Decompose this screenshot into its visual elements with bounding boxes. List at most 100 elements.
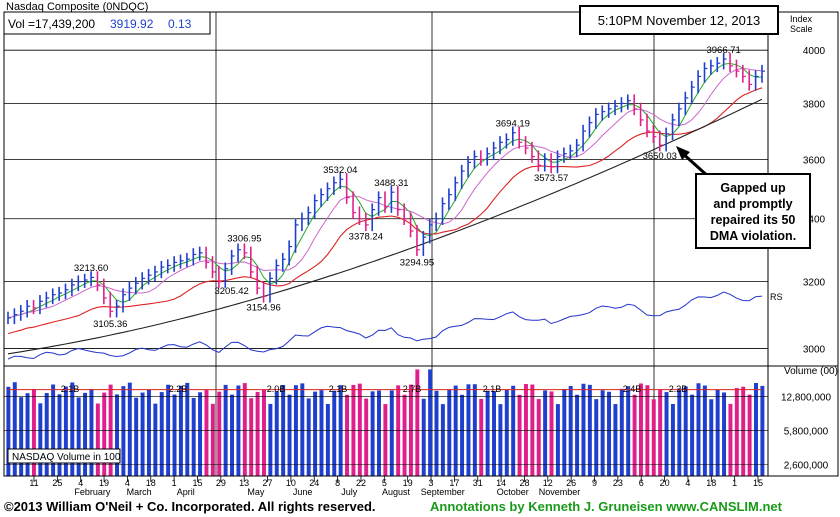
price-bar [633,94,638,116]
price-bar [665,127,670,152]
volume-bar [204,389,209,476]
volume-bar [31,388,36,476]
price-annotation: 3694.19 [496,119,530,130]
volume-bar [255,391,260,476]
price-bar [505,133,510,149]
volume-bar [146,389,151,476]
date-tick-label: 18 [706,478,716,488]
volume-bar [191,397,196,476]
change-readout: 0.13 [168,17,192,31]
price-bar [646,113,650,138]
price-bar [652,124,657,143]
rs-line-group: RS [7,291,783,360]
price-bar [173,256,178,272]
price-annotation: 3650.03 [643,151,677,162]
date-tick-label: 12 [543,478,553,488]
price-bar [524,136,529,155]
price-axis: 3000 3200 3400 3600 3800 4000 [803,46,826,355]
volume-bar [677,388,682,476]
volume-bar [83,392,88,476]
date-tick-label: 26 [566,478,576,488]
volume-bar [159,392,164,476]
volume-bar [95,403,100,476]
volume-bar [594,399,599,476]
price-bar [377,191,382,216]
price-bar [518,126,523,149]
price-bar [690,80,695,105]
price-annotation: 3488.31 [374,178,408,189]
price-bar [396,186,401,216]
price-bar [467,156,472,178]
price-bar [7,311,11,325]
volume-bar [70,382,75,476]
volume-bar [300,383,305,476]
price-bar [39,295,43,315]
volume-bar [760,385,765,476]
price-bar [154,265,158,282]
price-bar [77,275,82,292]
volume-bar [600,390,605,476]
volume-bar [575,394,580,476]
volume-bar [127,382,132,476]
volume-bar [345,394,350,476]
price-bar [671,113,676,141]
volume-bar [325,404,330,476]
rs-label: RS [770,292,783,302]
price-annotation: 3105.36 [93,319,127,330]
price-bar [32,300,37,315]
price-bar [96,271,101,292]
volume-bar [664,392,669,476]
volume-bar [134,397,139,476]
annotation-credit: Annotations by Kenneth J. Gruneisen www.… [430,499,782,514]
price-bar [64,283,69,300]
volume-bar [702,385,707,476]
price-tick-label: 3800 [803,99,826,110]
date-tick-label: 19 [99,478,109,488]
price-bar [435,212,440,232]
date-tick-label: 1 [732,478,737,488]
volume-bar [332,390,337,476]
volume-bar [440,404,445,476]
volume-bar [140,392,145,476]
price-bar [186,252,190,268]
volume-bar [268,403,273,476]
date-tick-label: 31 [473,478,483,488]
price-bar [365,212,369,232]
volume-bar [25,393,30,476]
volume-bar [230,394,235,476]
date-tick-label: 28 [519,478,529,488]
volume-bar [198,392,203,476]
price-tick-label: 4000 [803,46,826,57]
price-bar [390,186,395,213]
callout-arrowhead [676,146,690,160]
volume-average-label: 2.1B [483,384,502,394]
price-bar [237,243,242,263]
date-tick-label: 29 [216,478,226,488]
volume-bar [690,394,695,476]
volume-bar [383,404,388,476]
volume-bar [492,391,496,476]
price-bar [473,150,478,169]
volume-bar [76,397,81,476]
price-bar [499,136,504,155]
copyright-text: ©2013 William O'Neil + Co. Incorporated.… [4,499,376,514]
volume-bar [568,385,573,476]
volume-bar [613,404,618,476]
date-tick-label: 25 [52,478,62,488]
volume-legend: NASDAQ Volume in 100 [12,452,121,463]
price-tick-label: 3400 [803,215,826,226]
volume-tick-label: 5,800,000 [784,426,829,437]
price-bar [742,64,746,83]
volume-bar [453,385,458,476]
price-bar [45,291,50,308]
price-bar [371,203,376,232]
price-bar [339,173,344,190]
price-annotation: 3378.24 [349,231,383,242]
price-bar [384,191,388,213]
volume-bar [485,390,490,476]
price-bar [575,138,580,158]
price-bar [58,286,63,301]
price-bar [281,252,286,272]
month-label: September [421,487,465,497]
price-bar [697,70,702,94]
